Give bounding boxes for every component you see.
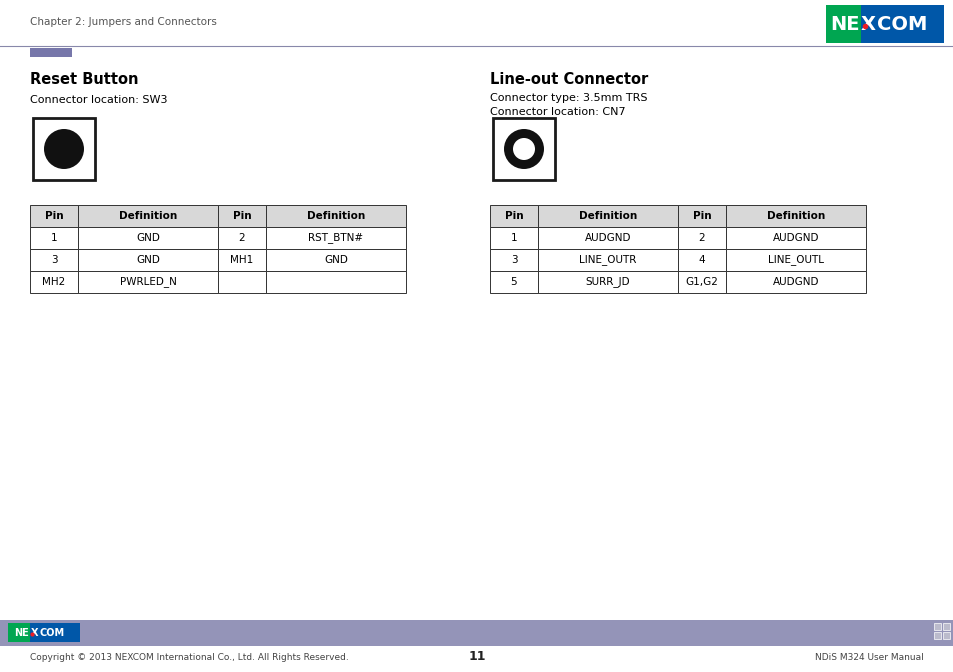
Bar [725,271,865,293]
Bar [30,271,78,293]
Bar [933,623,940,630]
Circle shape [44,129,84,169]
Bar [725,205,865,227]
Bar [490,271,537,293]
Bar [30,205,78,227]
Text: MH2: MH2 [42,277,66,287]
Text: Definition: Definition [578,211,637,221]
Text: AUDGND: AUDGND [584,233,631,243]
Bar [490,205,537,227]
Bar [825,5,861,43]
Bar [78,271,218,293]
Bar [537,227,678,249]
Text: Connector type: 3.5mm TRS: Connector type: 3.5mm TRS [490,93,647,103]
Bar [490,227,537,249]
Bar [266,227,406,249]
Text: 3: 3 [51,255,57,265]
Text: COM: COM [877,15,927,34]
Text: NE: NE [829,15,859,34]
Bar [33,118,95,180]
Bar [861,5,943,43]
Text: Connector location: SW3: Connector location: SW3 [30,95,168,105]
Text: PWRLED_N: PWRLED_N [119,277,176,288]
Bar [678,227,725,249]
Bar [725,227,865,249]
Text: RST_BTN#: RST_BTN# [308,233,363,243]
Circle shape [503,129,543,169]
Text: Pin: Pin [233,211,251,221]
Text: NDiS M324 User Manual: NDiS M324 User Manual [815,653,923,661]
Text: X: X [860,15,875,34]
Text: GND: GND [324,255,348,265]
Text: Pin: Pin [692,211,711,221]
Bar [218,271,266,293]
Text: Pin: Pin [45,211,63,221]
Text: 2: 2 [698,233,704,243]
Bar [678,249,725,271]
Text: 5: 5 [510,277,517,287]
Bar [30,48,71,57]
Bar [218,249,266,271]
Bar [537,205,678,227]
Text: Definition: Definition [307,211,365,221]
Text: LINE_OUTR: LINE_OUTR [578,255,636,265]
Text: GND: GND [136,255,160,265]
Text: Copyright © 2013 NEXCOM International Co., Ltd. All Rights Reserved.: Copyright © 2013 NEXCOM International Co… [30,653,349,661]
Text: Line-out Connector: Line-out Connector [490,73,648,87]
Text: AUDGND: AUDGND [772,277,819,287]
Bar [266,271,406,293]
Text: 11: 11 [468,650,485,663]
Text: 2: 2 [238,233,245,243]
Bar [30,227,78,249]
Text: 4: 4 [698,255,704,265]
Text: COM: COM [40,628,65,638]
Bar [218,227,266,249]
Text: Chapter 2: Jumpers and Connectors: Chapter 2: Jumpers and Connectors [30,17,216,27]
Bar [490,249,537,271]
Text: 1: 1 [51,233,57,243]
Bar [266,249,406,271]
Text: 1: 1 [510,233,517,243]
Bar [933,632,940,639]
Bar [8,623,30,642]
Text: G1,G2: G1,G2 [685,277,718,287]
Text: LINE_OUTL: LINE_OUTL [767,255,823,265]
Text: Definition: Definition [766,211,824,221]
Bar [678,205,725,227]
Text: GND: GND [136,233,160,243]
Bar [78,249,218,271]
Bar [678,271,725,293]
Text: SURR_JD: SURR_JD [585,277,630,288]
Bar [942,632,949,639]
Bar [537,249,678,271]
Text: NE: NE [14,628,29,638]
Bar [942,623,949,630]
Bar [30,623,80,642]
Bar [493,118,555,180]
Text: Definition: Definition [119,211,177,221]
Text: Reset Button: Reset Button [30,73,138,87]
Text: MH1: MH1 [230,255,253,265]
Text: Connector location: CN7: Connector location: CN7 [490,107,625,117]
Bar [266,205,406,227]
Bar [30,249,78,271]
Text: Pin: Pin [504,211,523,221]
Text: 3: 3 [510,255,517,265]
Bar [78,227,218,249]
Bar [218,205,266,227]
Text: AUDGND: AUDGND [772,233,819,243]
Bar [537,271,678,293]
Bar [0,620,953,646]
Bar [725,249,865,271]
Text: X: X [30,628,38,638]
Circle shape [513,138,535,160]
Bar [78,205,218,227]
